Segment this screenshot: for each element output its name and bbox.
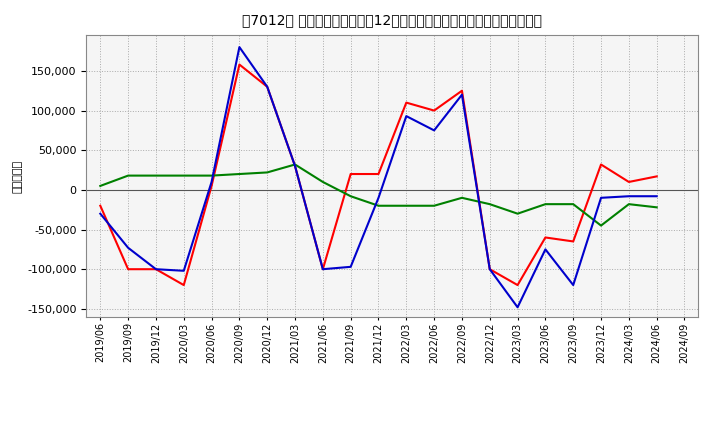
フリーCF	[263, 84, 271, 89]
投資CF	[152, 173, 161, 178]
フリーCF	[152, 267, 161, 272]
投資CF	[96, 183, 104, 189]
フリーCF	[374, 195, 383, 201]
営業CF	[485, 267, 494, 272]
投資CF	[124, 173, 132, 178]
投資CF	[207, 173, 216, 178]
投資CF	[541, 202, 550, 207]
投資CF	[346, 194, 355, 199]
営業CF	[263, 84, 271, 89]
営業CF	[402, 100, 410, 105]
営業CF	[458, 88, 467, 93]
投資CF	[402, 203, 410, 209]
フリーCF	[318, 267, 327, 272]
投資CF	[430, 203, 438, 209]
営業CF	[624, 180, 633, 185]
営業CF	[597, 162, 606, 167]
フリーCF	[569, 282, 577, 288]
投資CF	[263, 170, 271, 175]
フリーCF	[458, 92, 467, 97]
フリーCF	[291, 163, 300, 169]
フリーCF	[207, 180, 216, 185]
フリーCF	[624, 194, 633, 199]
投資CF	[318, 180, 327, 185]
フリーCF	[541, 247, 550, 252]
営業CF	[291, 163, 300, 169]
営業CF	[652, 174, 661, 179]
フリーCF	[430, 128, 438, 133]
フリーCF	[124, 245, 132, 250]
投資CF	[624, 202, 633, 207]
フリーCF	[402, 114, 410, 119]
営業CF	[207, 183, 216, 189]
投資CF	[652, 205, 661, 210]
営業CF	[430, 108, 438, 113]
営業CF	[235, 62, 243, 67]
投資CF	[485, 202, 494, 207]
フリーCF	[652, 194, 661, 199]
投資CF	[458, 195, 467, 201]
フリーCF	[597, 195, 606, 201]
フリーCF	[485, 267, 494, 272]
投資CF	[569, 202, 577, 207]
営業CF	[179, 282, 188, 288]
Line: 営業CF: 営業CF	[100, 65, 657, 285]
投資CF	[291, 162, 300, 167]
フリーCF	[235, 44, 243, 50]
投資CF	[179, 173, 188, 178]
フリーCF	[96, 211, 104, 216]
Y-axis label: （百万円）: （百万円）	[13, 159, 23, 193]
営業CF	[346, 171, 355, 176]
投資CF	[597, 223, 606, 228]
営業CF	[318, 267, 327, 272]
営業CF	[152, 267, 161, 272]
フリーCF	[513, 304, 522, 310]
Line: 投資CF: 投資CF	[100, 165, 657, 226]
Line: フリーCF: フリーCF	[100, 47, 657, 307]
営業CF	[96, 203, 104, 209]
フリーCF	[346, 264, 355, 269]
投資CF	[374, 203, 383, 209]
営業CF	[513, 282, 522, 288]
フリーCF	[179, 268, 188, 273]
Title: 、7012、 キャッシュフローの12か月移動合計の対前年同期増減額の推移: 、7012、 キャッシュフローの12か月移動合計の対前年同期増減額の推移	[243, 13, 542, 27]
営業CF	[374, 171, 383, 176]
営業CF	[541, 235, 550, 240]
投資CF	[235, 171, 243, 176]
営業CF	[124, 267, 132, 272]
投資CF	[513, 211, 522, 216]
営業CF	[569, 239, 577, 244]
